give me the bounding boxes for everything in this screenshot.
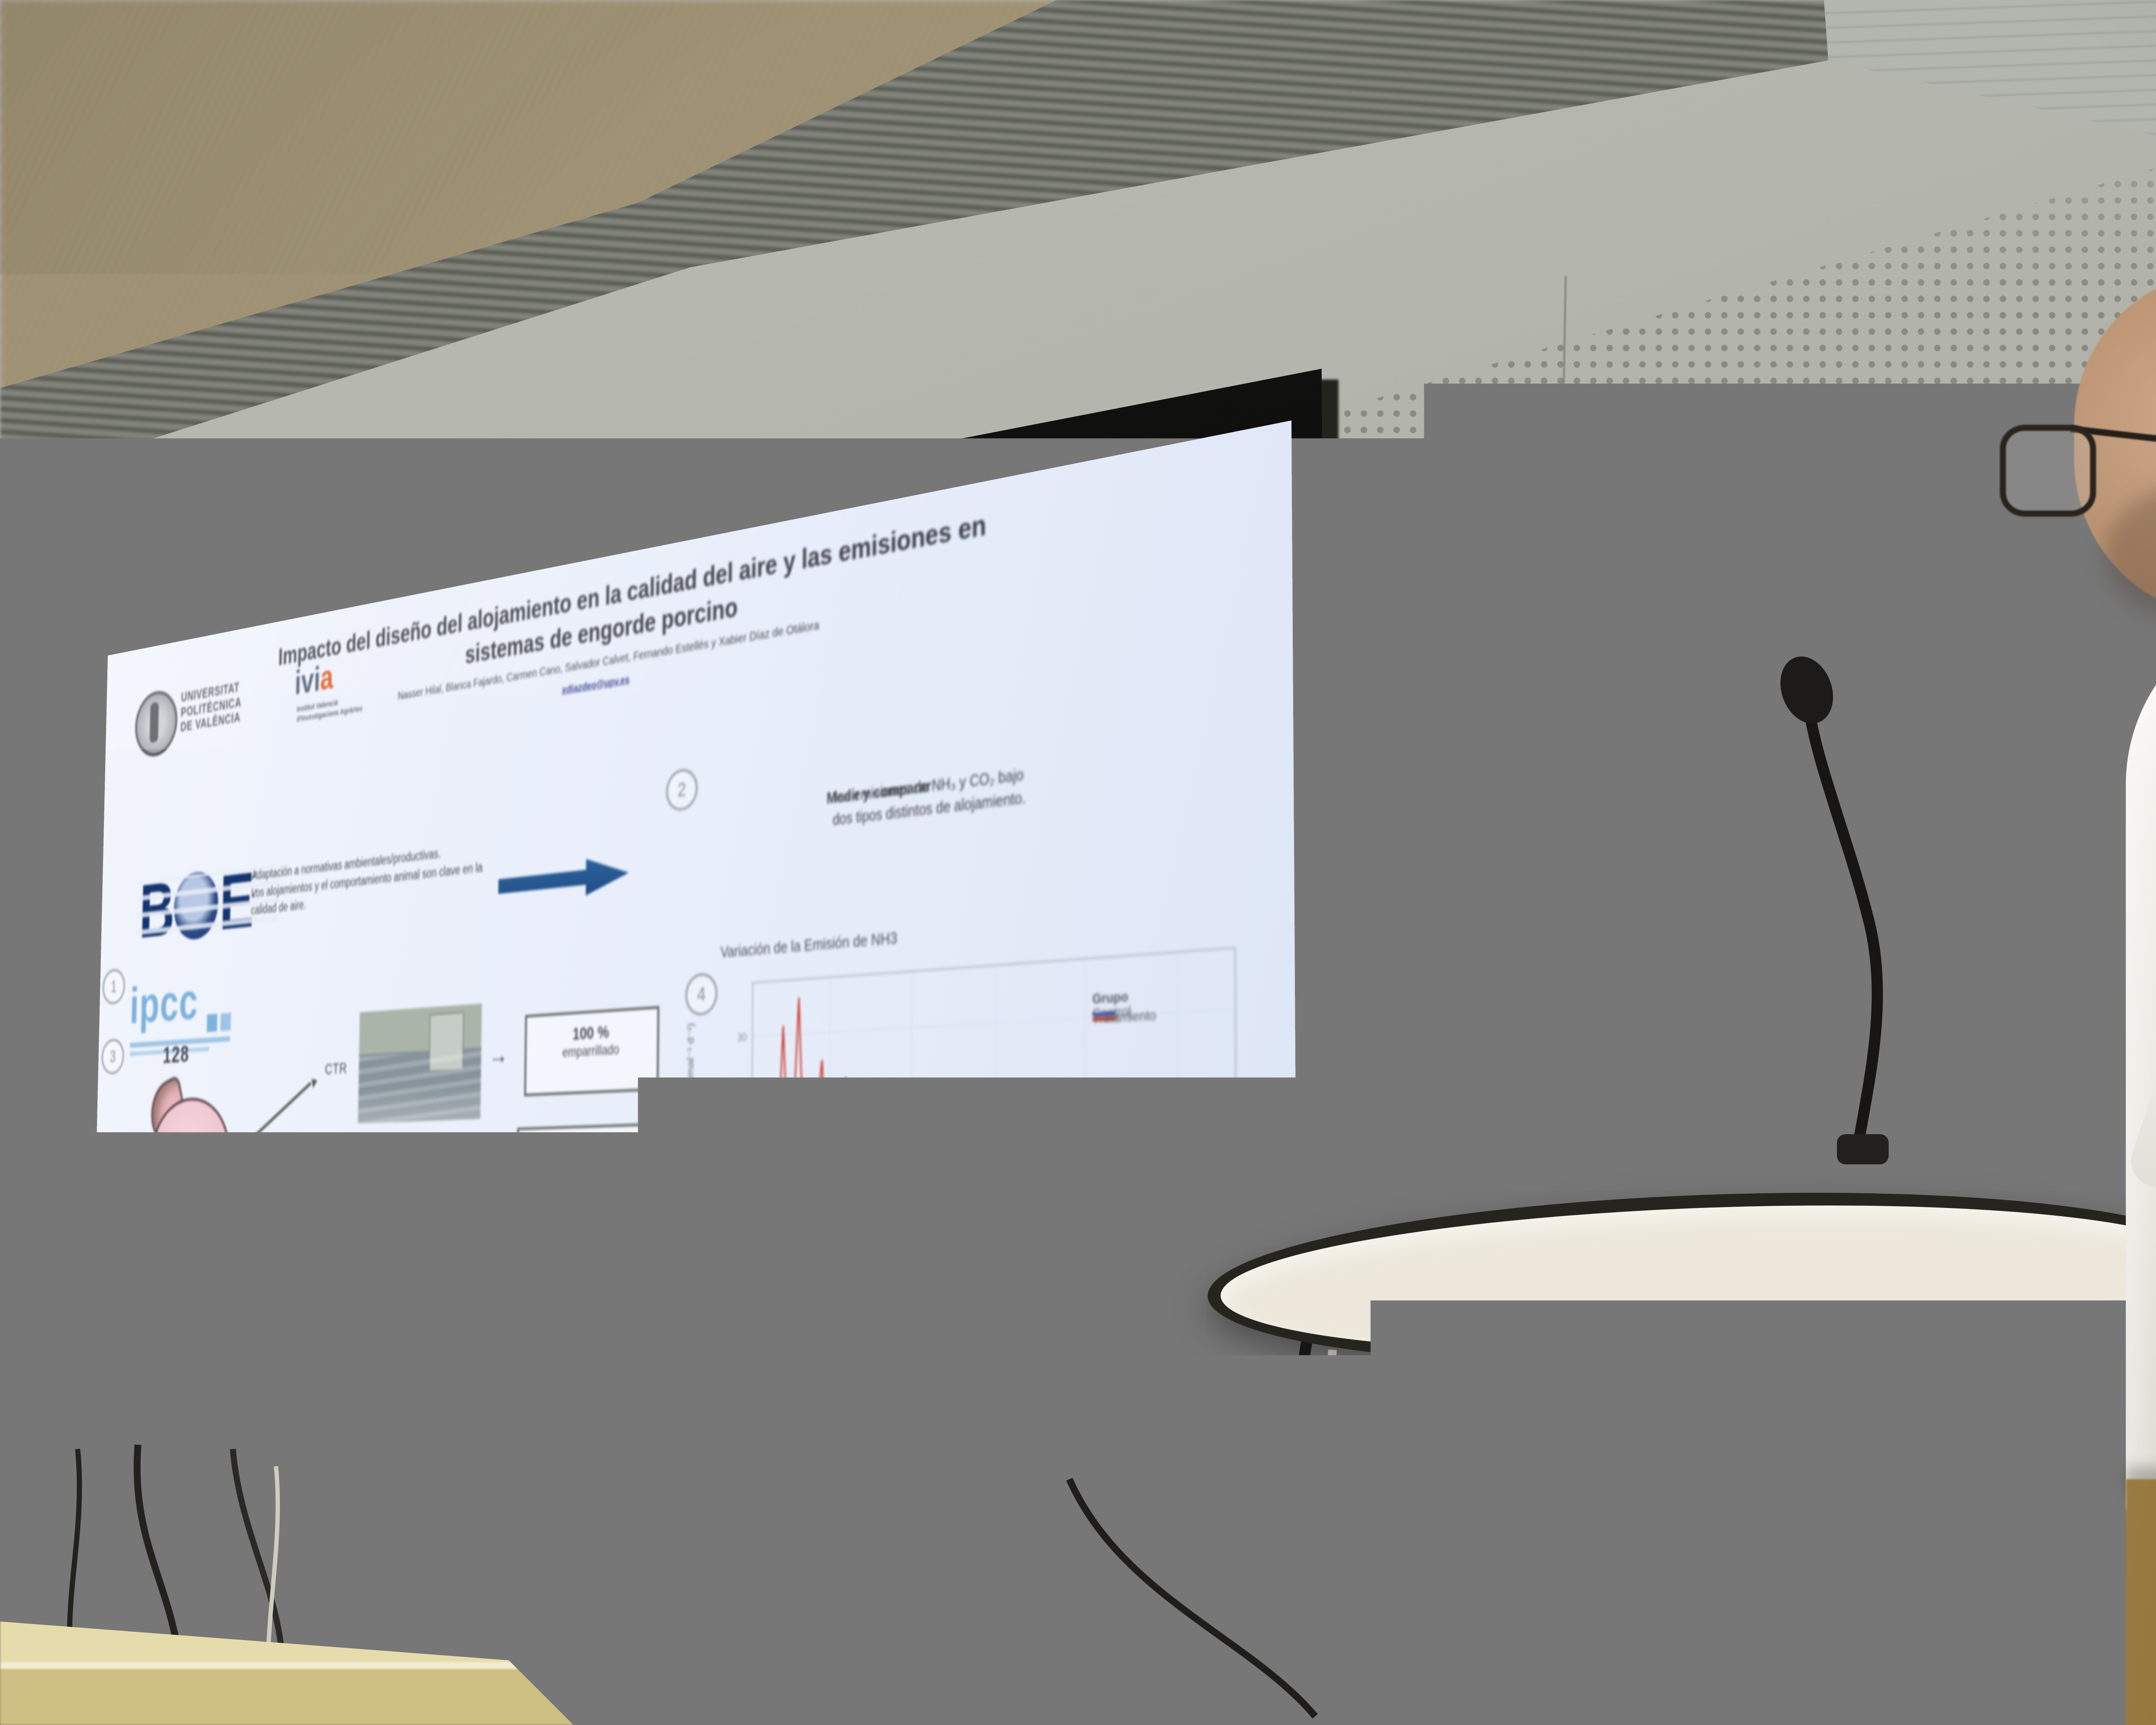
context-bullets: ✓ Adaptación a normativas ambientales/pro…: [251, 838, 495, 885]
group-exp-label: EXP: [320, 1219, 342, 1237]
svg-text:0: 0: [740, 1301, 745, 1314]
objective-arrow-icon: [498, 852, 629, 907]
arrow-to-box1-icon: →: [489, 1039, 508, 1070]
presenter-trousers: [2126, 1479, 2156, 1725]
ctr-housing-box: 100 % emparrillado: [524, 1006, 659, 1096]
svg-text:30: 30: [990, 1320, 1001, 1334]
svg-text:30: 30: [737, 1031, 747, 1044]
svg-text:0: 0: [748, 1315, 753, 1328]
section-number-2: 2: [666, 767, 698, 812]
chart-y-label: Emisión de NH3 (g animal⁻¹ d⁻¹): [683, 1022, 696, 1197]
conference-room-photo: Impacto del diseño del alojamiento en la…: [0, 0, 2156, 1725]
presenter-shirt: [2126, 604, 2156, 1531]
ipcc-flags-icon: [207, 1013, 231, 1032]
microphone: [1746, 647, 1962, 1186]
svg-text:10: 10: [736, 1211, 746, 1223]
conclusion-1: ✓ Las diferencias en diseño de suelo y ve…: [124, 1287, 768, 1296]
section-number-3: 3: [101, 1038, 125, 1075]
presenter-fingers: [2009, 1369, 2100, 1419]
svg-text:20: 20: [737, 1120, 746, 1133]
ivia-logo: ivi a: [295, 659, 321, 702]
upv-logo: [135, 687, 178, 759]
pig-icon: [145, 1075, 235, 1207]
ipcc-logo: ipcc: [129, 972, 199, 1035]
section-number-1: 1: [102, 968, 125, 1005]
exp-floor-photo: [347, 1148, 482, 1279]
arrow-to-box2-icon: →: [484, 1207, 503, 1238]
relivestock-logo: Re-Livestock: [812, 1273, 981, 1344]
animal-count: 128: [163, 1041, 189, 1069]
ctr-pen-photo: [358, 1004, 482, 1123]
glasses-lens: [2000, 425, 2096, 517]
objective-text: Medir y comparar las emisiones de NH₃ y …: [642, 762, 1032, 811]
relivestock-icons: [812, 1273, 981, 1301]
fan-icon: [452, 1234, 474, 1266]
group-ctr-label: CTR: [325, 1060, 347, 1078]
